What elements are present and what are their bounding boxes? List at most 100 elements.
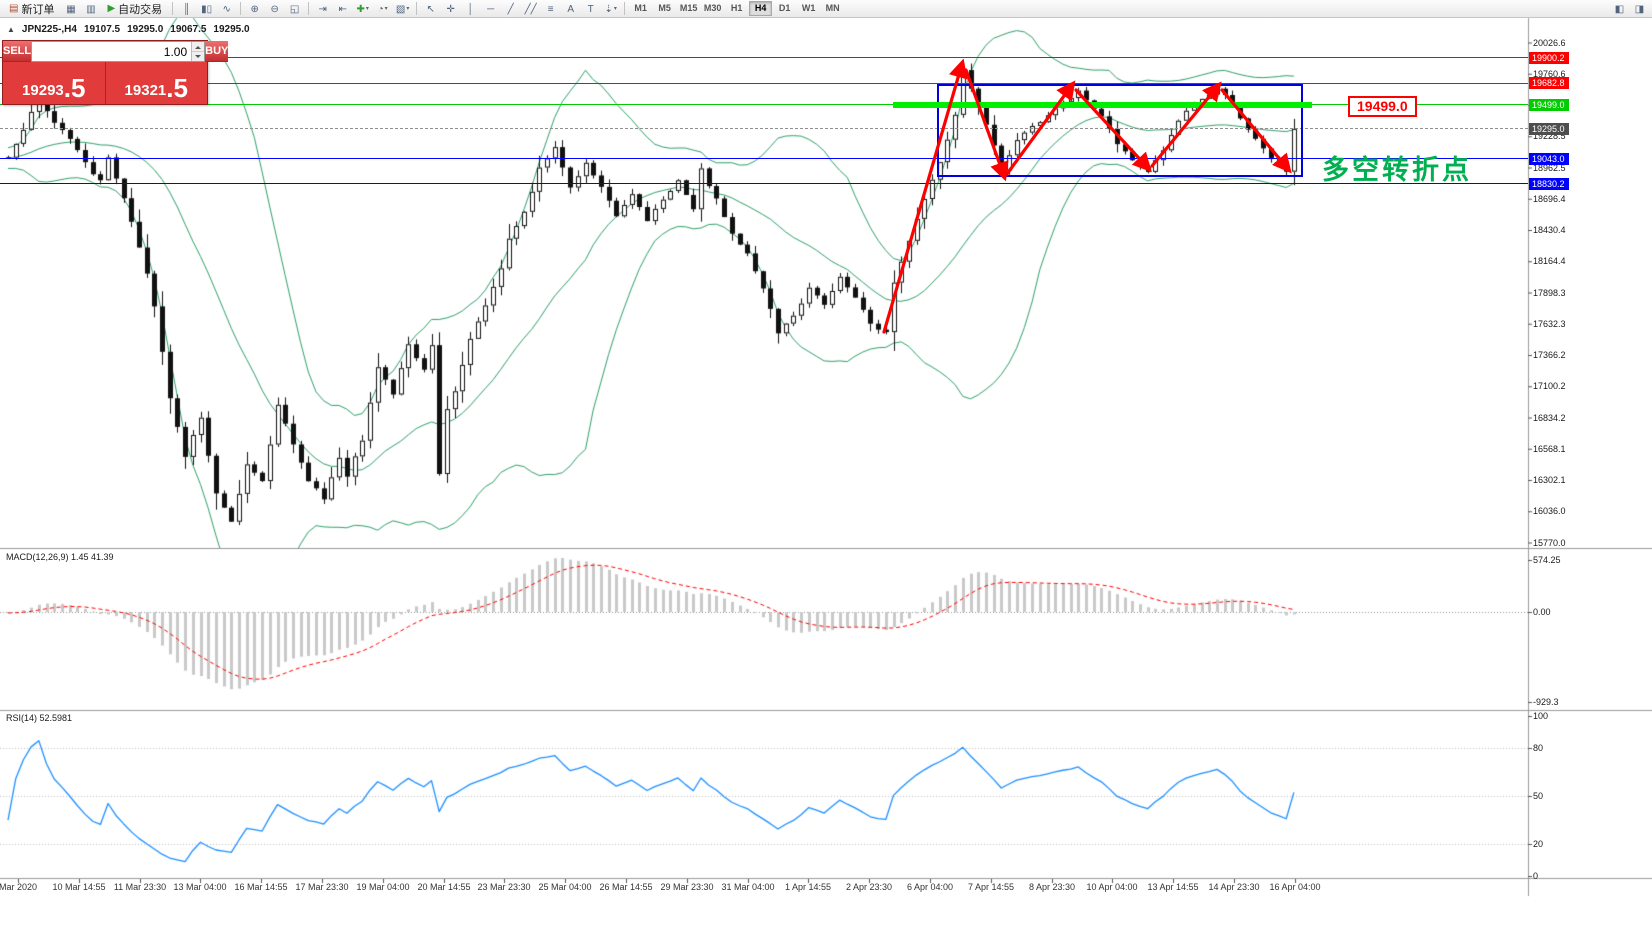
line-chart-icon[interactable]: ∿ <box>217 1 236 17</box>
sell-button[interactable]: SELL <box>3 41 32 62</box>
time-axis-label[interactable]: 26 Mar 14:55 <box>599 882 653 892</box>
equidistant-channel-icon[interactable]: ╱╱ <box>521 1 540 17</box>
macd-axis-label[interactable]: 0.00 <box>1533 606 1551 617</box>
auto-scroll-icon[interactable]: ⇥ <box>313 1 332 17</box>
support-line-1[interactable] <box>0 158 1528 160</box>
time-axis-label[interactable]: 16 Mar 14:55 <box>234 882 288 892</box>
price-axis-tick[interactable]: 18696.4 <box>1533 193 1566 204</box>
vertical-line-icon[interactable]: │ <box>461 1 480 17</box>
chart-shift-icon[interactable]: ⇤ <box>333 1 352 17</box>
key-level-thick-segment[interactable] <box>893 101 1312 108</box>
fibonacci-icon[interactable]: ≡ <box>541 1 560 17</box>
time-axis-label[interactable]: 14 Apr 23:30 <box>1208 882 1260 892</box>
price-axis-tick[interactable]: 18962.5 <box>1533 162 1566 173</box>
time-axis-label[interactable]: 1 Apr 14:55 <box>784 882 832 892</box>
time-axis-label[interactable]: 11 Mar 23:30 <box>113 882 167 892</box>
price-axis-tick[interactable]: 19228.5 <box>1533 131 1566 142</box>
time-axis-label[interactable]: 19 Mar 04:00 <box>356 882 410 892</box>
time-axis-label[interactable]: 10 Mar 14:55 <box>52 882 106 892</box>
tf-button-m5[interactable]: M5 <box>653 1 676 16</box>
sell-price[interactable]: 19293 .5 <box>3 62 105 104</box>
price-axis-tick[interactable]: 19760.6 <box>1533 68 1566 79</box>
data-window-icon[interactable]: ▥ <box>81 1 100 17</box>
tf-button-m1[interactable]: M1 <box>629 1 652 16</box>
add-indicator-icon[interactable]: ✚▾ <box>353 1 372 17</box>
tf-button-h1[interactable]: H1 <box>725 1 748 16</box>
one-click-top-row: SELL BUY <box>3 41 229 62</box>
arrows-icon[interactable]: ⇣▾ <box>601 1 620 17</box>
volume-input[interactable] <box>32 42 192 61</box>
price-axis-tick[interactable]: 17632.3 <box>1533 318 1566 329</box>
time-axis-label[interactable]: 13 Mar 04:00 <box>173 882 227 892</box>
price-axis-tick[interactable]: 17100.2 <box>1533 381 1566 392</box>
volume-decrease-button[interactable] <box>192 51 205 61</box>
buy-price[interactable]: 19321 .5 <box>106 62 208 104</box>
horizontal-line-icon[interactable]: ─ <box>481 1 500 17</box>
time-axis-label[interactable]: 25 Mar 04:00 <box>538 882 592 892</box>
resistance-line-1[interactable] <box>0 57 1528 59</box>
templates-icon[interactable]: ▧▾ <box>393 1 412 17</box>
volume-increase-button[interactable] <box>192 42 205 51</box>
price-axis-tick[interactable]: 17898.3 <box>1533 287 1566 298</box>
text-label-icon[interactable]: T <box>581 1 600 17</box>
rsi-axis-label[interactable]: 0 <box>1533 870 1539 881</box>
tf-button-h4[interactable]: H4 <box>749 1 773 16</box>
time-axis-label[interactable]: 10 Apr 04:00 <box>1086 882 1138 892</box>
zoom-in-icon[interactable]: ⊕ <box>245 1 264 17</box>
price-axis-tick[interactable]: 17366.2 <box>1533 350 1566 360</box>
bar-chart-icon[interactable]: ║ <box>177 1 196 17</box>
periods-icon[interactable]: ◔▾ <box>373 1 392 17</box>
breakout-box-annotation[interactable] <box>937 84 1303 177</box>
macd-axis-label[interactable]: 574.25 <box>1533 554 1561 565</box>
new-order-button[interactable]: ▤ 新订单 <box>3 1 60 17</box>
price-axis-tick[interactable]: 16036.0 <box>1533 506 1566 517</box>
time-axis-label[interactable]: Mar 2020 <box>0 882 38 892</box>
tf-button-w1[interactable]: W1 <box>797 1 820 16</box>
tile-windows-icon[interactable]: ◱ <box>285 1 304 17</box>
key-level-line[interactable] <box>0 104 1528 106</box>
time-axis-label[interactable]: 31 Mar 04:00 <box>721 882 775 892</box>
support-line-2[interactable] <box>0 183 1528 185</box>
tf-button-m15[interactable]: M15 <box>677 1 700 16</box>
time-axis-label[interactable]: 16 Apr 04:00 <box>1269 882 1321 892</box>
text-icon[interactable]: A <box>561 1 580 17</box>
time-axis-label[interactable]: 17 Mar 23:30 <box>295 882 349 892</box>
rsi-axis-label[interactable]: 100 <box>1533 710 1549 721</box>
chart-profile-icon[interactable]: ◧ <box>1610 1 1629 17</box>
price-axis-tick[interactable]: 20026.6 <box>1533 37 1566 48</box>
price-line-tag: 19900.2 <box>1529 51 1569 64</box>
tf-button-d1[interactable]: D1 <box>773 1 796 16</box>
price-axis-tick[interactable]: 18164.4 <box>1533 256 1566 267</box>
autotrading-button[interactable]: ▶ 自动交易 <box>101 1 168 17</box>
time-axis-label[interactable]: 29 Mar 23:30 <box>660 882 714 892</box>
time-axis-label[interactable]: 7 Apr 14:55 <box>967 882 1015 892</box>
price-axis-tick[interactable]: 16302.1 <box>1533 475 1566 485</box>
time-axis-label[interactable]: 6 Apr 04:00 <box>906 882 954 892</box>
candlestick-chart-icon[interactable]: ▮▯ <box>197 1 216 17</box>
rsi-axis-label[interactable]: 50 <box>1533 790 1544 801</box>
price-axis-tick[interactable]: 15770.0 <box>1533 537 1566 548</box>
market-watch-icon[interactable]: ▦ <box>61 1 80 17</box>
time-axis-label[interactable]: 2 Apr 23:30 <box>845 882 893 892</box>
window-list-icon[interactable]: ◨ <box>1630 1 1649 17</box>
zoom-out-icon[interactable]: ⊖ <box>265 1 284 17</box>
price-axis-tick[interactable]: 16568.1 <box>1533 443 1566 454</box>
cursor-icon[interactable]: ↖ <box>421 1 440 17</box>
time-axis-label[interactable]: 23 Mar 23:30 <box>477 882 531 892</box>
time-axis-label[interactable]: 8 Apr 23:30 <box>1028 882 1076 892</box>
price-axis-tick[interactable]: 16834.2 <box>1533 412 1566 423</box>
rsi-axis-label[interactable]: 20 <box>1533 838 1544 849</box>
crosshair-icon[interactable]: ✛ <box>441 1 460 17</box>
buy-button[interactable]: BUY <box>205 41 229 62</box>
price-axis-tick[interactable]: 18430.4 <box>1533 225 1566 235</box>
trendline-icon[interactable]: ╱ <box>501 1 520 17</box>
one-click-toggle-icon[interactable]: ▲ <box>7 25 15 34</box>
tf-button-mn[interactable]: MN <box>821 1 844 16</box>
tf-button-m30[interactable]: M30 <box>701 1 724 16</box>
resistance-line-2[interactable] <box>0 82 1528 84</box>
time-axis-label[interactable]: 20 Mar 14:55 <box>417 882 471 892</box>
macd-axis-label[interactable]: -929.3 <box>1533 696 1559 707</box>
rsi-axis-label[interactable]: 80 <box>1533 742 1544 753</box>
time-axis-label[interactable]: 13 Apr 14:55 <box>1147 882 1199 892</box>
